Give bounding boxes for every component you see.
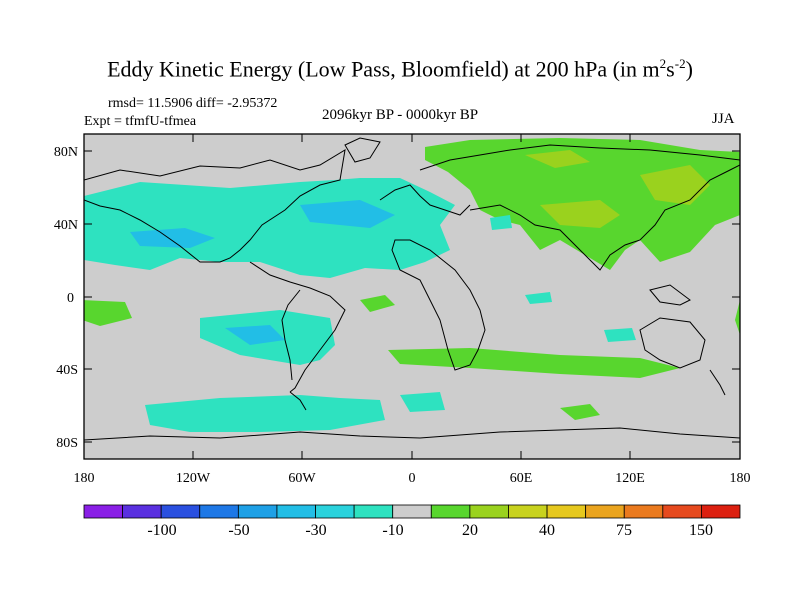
south-pacific-core [225, 325, 285, 345]
southern-green-band [388, 348, 680, 378]
colorbar-box [122, 504, 162, 519]
x-tick-label: 180 [74, 471, 95, 486]
y-tick-label: 40N [54, 218, 78, 233]
arctic-yellowgreen [525, 150, 590, 168]
indian-ocean-cyan-2 [604, 328, 636, 342]
x-tick-label: 60E [510, 471, 533, 486]
colorbar-label: 40 [539, 522, 555, 539]
colorbar-labels: -100 -50 -30 -10 20 40 75 150 [147, 522, 713, 539]
colorbar-label: -100 [147, 522, 176, 539]
colorbar-box [430, 504, 471, 519]
colorbar-box [353, 504, 394, 519]
y-tick-label: 80S [56, 436, 78, 451]
x-tick-label: 0 [409, 471, 416, 486]
colorbar-label: -30 [305, 522, 326, 539]
colorbar-box [392, 504, 432, 519]
rmsd-diff-stats: rmsd= 11.5906 diff= -2.95372 [108, 96, 278, 111]
x-tick-label: 60W [288, 471, 316, 486]
colorbar-box [237, 504, 278, 519]
mediterranean-cyan [490, 215, 512, 230]
map-title: Eddy Kinetic Energy (Low Pass, Bloomfiel… [107, 56, 693, 82]
indian-ocean-cyan [525, 292, 552, 304]
siberia-yellowgreen [640, 165, 710, 205]
coastlines [84, 137, 740, 441]
y-tick-marks [84, 150, 740, 443]
colorbar-box [160, 504, 201, 519]
colorbar-box [315, 504, 355, 519]
colorbar-label: -10 [382, 522, 403, 539]
south-atlantic-cyan [400, 392, 445, 412]
y-tick-label: 40S [56, 363, 78, 378]
x-tick-label: 120W [176, 471, 211, 486]
colorbar-label: 150 [689, 522, 713, 539]
colorbar-box [469, 504, 509, 519]
colorbar-box [585, 504, 625, 519]
east-edge-green [735, 300, 740, 335]
colorbar-boxes [83, 504, 741, 519]
colorbar-box [662, 504, 702, 519]
colorbar-box [546, 504, 587, 519]
period-label: 2096kyr BP - 0000kyr BP [322, 107, 479, 123]
colorbar-label: 75 [616, 522, 632, 539]
x-tick-label: 180 [730, 471, 751, 486]
colorbar-box [623, 504, 664, 519]
colorbar-box [199, 504, 239, 519]
colorbar-label: 20 [462, 522, 478, 539]
x-tick-label: 120E [615, 471, 645, 486]
colorbar-box [508, 504, 548, 519]
y-tick-label: 0 [67, 291, 74, 306]
y-tick-label: 80N [54, 145, 78, 160]
pacific-green-spot [84, 300, 132, 326]
season-label: JJA [712, 111, 735, 127]
north-atlantic-core [300, 200, 395, 228]
far-south-cyan [145, 395, 385, 432]
experiment-label: Expt = tfmfU-tfmea [84, 114, 197, 129]
colorbar-box [83, 504, 123, 519]
colorbar-label: -50 [228, 522, 249, 539]
southern-green-spot [560, 404, 600, 420]
colorbar-box [276, 504, 316, 519]
x-tick-marks [83, 134, 741, 459]
contour-fills [84, 138, 740, 432]
central-asia-yellowgreen [540, 200, 620, 228]
atlantic-green-spot [360, 295, 395, 312]
colorbar-box [701, 504, 741, 519]
north-pacific-core [130, 228, 215, 248]
